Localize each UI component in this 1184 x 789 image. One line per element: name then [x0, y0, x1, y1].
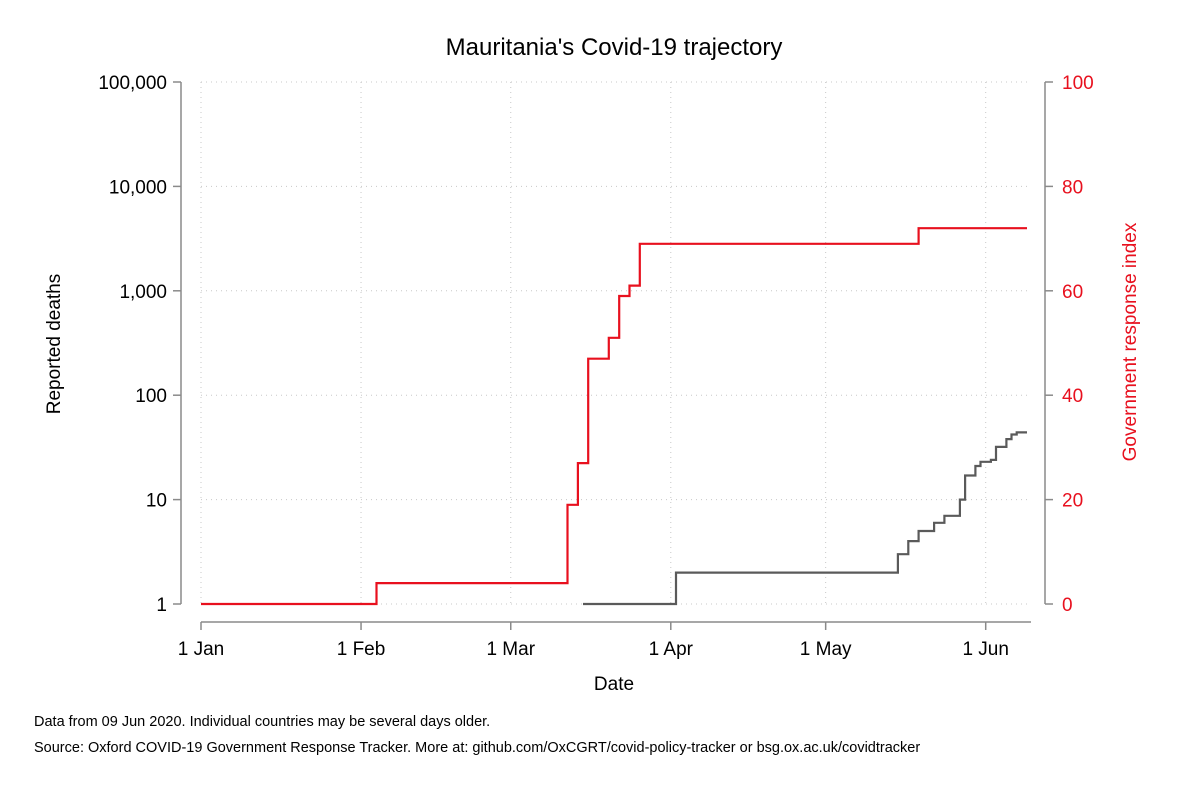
y-left-tick-label: 100	[135, 386, 167, 407]
x-tick-label: 1 Apr	[649, 639, 694, 660]
gridlines	[200, 81, 1027, 605]
series-line-response-index	[201, 227, 1027, 606]
y-left-tick-label: 1	[156, 595, 167, 616]
y-right-tick-label: 20	[1062, 491, 1083, 512]
y-axis-left-label: Reported deaths	[44, 274, 65, 415]
y-right-tick-label: 60	[1062, 282, 1083, 303]
x-tick-label: 1 Mar	[486, 639, 535, 660]
note-data-date: Data from 09 Jun 2020. Individual countr…	[34, 714, 490, 730]
series-group	[201, 227, 1027, 606]
x-tick-label: 1 Jan	[178, 639, 224, 660]
y-right-tick-label: 100	[1062, 73, 1094, 94]
series-line-deaths	[583, 431, 1027, 606]
chart-title: Mauritania's Covid-19 trajectory	[446, 34, 783, 61]
note-source: Source: Oxford COVID-19 Government Respo…	[34, 740, 920, 756]
tick-labels: 1 10 100 1,000 10,000 100,000 0 20 40 60 80 100 1 Ja…	[98, 73, 1093, 660]
x-tick-label: 1 Jun	[962, 639, 1008, 660]
axes	[173, 81, 1053, 630]
x-tick-label: 1 Feb	[337, 639, 386, 660]
y-left-tick-label: 10,000	[109, 177, 167, 198]
y-right-tick-label: 40	[1062, 386, 1083, 407]
y-left-tick-label: 100,000	[98, 73, 167, 94]
x-axis-label: Date	[594, 674, 634, 695]
x-tick-label: 1 May	[800, 639, 852, 660]
y-right-tick-label: 0	[1062, 595, 1073, 616]
y-left-tick-label: 10	[146, 491, 167, 512]
y-right-tick-label: 80	[1062, 177, 1083, 198]
y-left-tick-label: 1,000	[119, 282, 167, 303]
y-axis-right-label: Government response index	[1120, 222, 1141, 461]
